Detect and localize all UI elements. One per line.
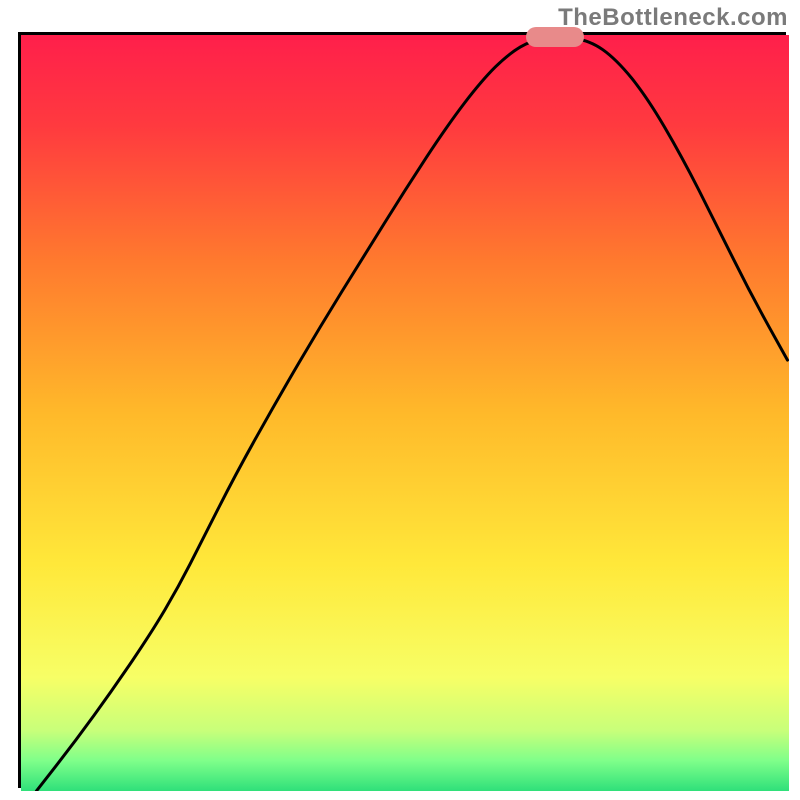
plot-area: [18, 32, 786, 788]
plot-svg: [21, 35, 789, 791]
heatmap-background: [21, 35, 789, 791]
chart-container: TheBottleneck.com: [0, 0, 800, 800]
optimal-marker: [526, 27, 584, 47]
watermark-text: TheBottleneck.com: [558, 4, 788, 32]
